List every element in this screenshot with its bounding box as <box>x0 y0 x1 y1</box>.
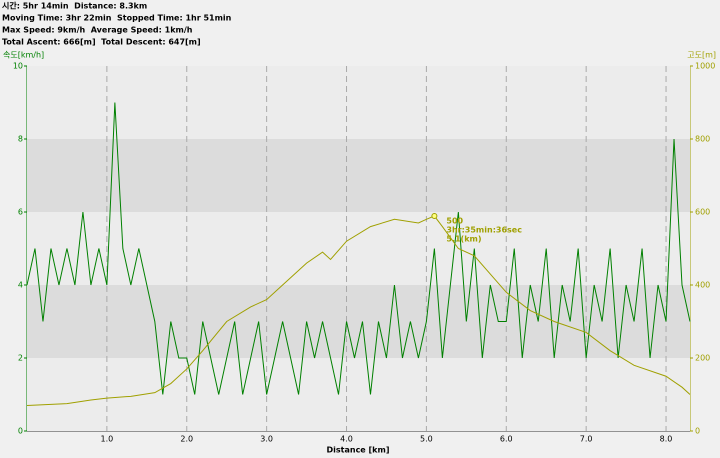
x-tick-label: 8.0 <box>660 435 673 444</box>
annotation-marker <box>431 213 438 220</box>
y-tick-label: 0 <box>18 427 23 436</box>
band <box>27 285 690 358</box>
x-axis-label: Distance [km] <box>327 446 390 455</box>
y2-tick-label: 600 <box>695 208 710 217</box>
y2-tick-label: 0 <box>695 427 700 436</box>
y2-axis-label: 고도[m] <box>687 51 716 60</box>
y2-tick-label: 200 <box>695 354 710 363</box>
info-line: Max Speed: 9km/h Average Speed: 1km/h <box>2 26 193 35</box>
annotation-text: 5.1(km) <box>446 235 481 244</box>
series-line <box>26 102 691 395</box>
info-line: Moving Time: 3hr 22min Stopped Time: 1hr… <box>2 14 232 23</box>
x-tick-label: 3.0 <box>260 435 273 444</box>
x-tick-label: 7.0 <box>580 435 593 444</box>
y2-tick-label: 800 <box>695 135 710 144</box>
x-tick-label: 2.0 <box>180 435 193 444</box>
info-line: 시간: 5hr 14min Distance: 8.3km <box>2 1 147 11</box>
annotation-text: 500 <box>446 217 463 226</box>
x-tick-label: 4.0 <box>340 435 353 444</box>
band <box>27 212 690 285</box>
x-tick-label: 1.0 <box>101 435 114 444</box>
y-tick-label: 2 <box>18 354 23 363</box>
band <box>27 66 690 139</box>
band <box>27 139 690 212</box>
y2-tick-label: 1000 <box>695 62 715 71</box>
y-tick-label: 8 <box>18 135 23 144</box>
info-line: Total Ascent: 666[m] Total Descent: 647[… <box>2 38 201 47</box>
y-tick-label: 6 <box>18 208 23 217</box>
series-line <box>26 215 691 406</box>
x-tick-label: 6.0 <box>500 435 513 444</box>
band <box>27 358 690 431</box>
y-axis-label: 속도[km/h] <box>3 51 44 60</box>
annotation-text: 3hr:35min:36sec <box>446 226 522 235</box>
y-tick-label: 10 <box>13 62 23 71</box>
y-tick-label: 4 <box>18 281 23 290</box>
x-tick-label: 5.0 <box>420 435 433 444</box>
y2-tick-label: 400 <box>695 281 710 290</box>
